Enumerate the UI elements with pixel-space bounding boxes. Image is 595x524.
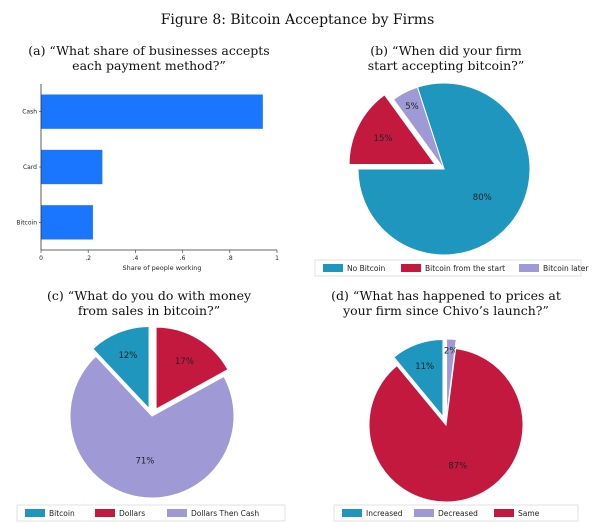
legend-box: [16, 504, 286, 522]
y-tick-label: Card: [23, 164, 37, 171]
pie-slice-increased: [393, 339, 444, 418]
pie-value-label: 12%: [118, 351, 137, 361]
legend-d: Increased Decreased Same: [333, 504, 579, 522]
panel-c: (c) “What do you do with money from sale…: [16, 288, 286, 522]
panel-a: (a) “What share of businesses accepts ea…: [16, 43, 279, 272]
legend-box: [314, 259, 582, 277]
legend-label: Decreased: [438, 509, 478, 518]
panel-a-title-line-1: (a) “What share of businesses accepts: [28, 43, 269, 58]
figure-title: Figure 8: Bitcoin Acceptance by Firms: [161, 12, 435, 28]
pie-slice-decreased: [446, 338, 457, 417]
pie-value-label: 71%: [135, 457, 154, 467]
x-tick-label: 1: [275, 255, 279, 262]
legend-label: Bitcoin: [49, 509, 75, 518]
pie-slice-same: [368, 348, 524, 503]
pie-value-label: 5%: [405, 102, 419, 112]
x-tick-label: .4: [133, 255, 139, 262]
legend-b: No Bitcoin Bitcoin from the start Bitcoin …: [314, 259, 589, 277]
y-tick-label: Cash: [22, 109, 37, 116]
bar-cash: [41, 94, 263, 129]
pie-chart-d: 11% 2% 87%: [368, 338, 524, 503]
panel-d-title-line-2: your firm since Chivo’s launch?”: [342, 303, 549, 318]
legend-swatch: [167, 509, 187, 517]
x-tick-label: .6: [180, 255, 186, 262]
legend-box: [333, 504, 579, 522]
legend-swatch: [494, 509, 514, 517]
x-tick-label: 0: [39, 255, 43, 262]
legend-label: Dollars Then Cash: [191, 509, 259, 518]
legend-label: Increased: [366, 509, 403, 518]
x-tick-label: .2: [85, 255, 91, 262]
legend-swatch: [519, 264, 539, 272]
legend-label: No Bitcoin: [347, 264, 386, 273]
legend-label: Dollars: [119, 509, 145, 518]
legend-swatch: [342, 509, 362, 517]
x-tick-label: .8: [227, 255, 233, 262]
panel-b-title-line-1: (b) “When did your firm: [370, 43, 522, 58]
panel-a-title-line-2: each payment method?”: [72, 58, 226, 73]
bar-chart: Cash Card Bitcoin 0 .2 .4 .6 .8 1: [16, 84, 279, 262]
pie-value-label: 87%: [448, 462, 467, 472]
bar-card: [41, 149, 103, 185]
legend-label: Bitcoin from the start: [425, 264, 505, 273]
pie-slice-bitcoin-from-the-start: [348, 94, 437, 165]
legend-label: Bitcoin later: [543, 264, 589, 273]
pie-slice-dollars-then-cash: [69, 355, 235, 499]
legend-swatch: [323, 264, 343, 272]
pie-value-label: 2%: [444, 347, 458, 357]
pie-value-label: 11%: [415, 362, 434, 372]
pie-chart-c: 12% 17% 71%: [69, 326, 235, 499]
legend-swatch: [25, 509, 45, 517]
pie-slice-bitcoin: [92, 326, 150, 410]
pie-slice-dollars: [155, 326, 229, 410]
legend-swatch: [401, 264, 421, 272]
pie-slice-bitcoin-later: [392, 86, 445, 170]
legend-c: Bitcoin Dollars Dollars Then Cash: [16, 504, 286, 522]
panel-c-title-line-1: (c) “What do you do with money: [47, 288, 252, 303]
pie-value-label: 17%: [175, 357, 194, 367]
y-tick-label: Bitcoin: [16, 219, 37, 226]
legend-label: Same: [518, 509, 540, 518]
legend-swatch: [95, 509, 115, 517]
pie-chart-b: 80% 15% 5%: [348, 82, 531, 256]
panel-b-title-line-2: start accepting bitcoin?”: [368, 58, 524, 73]
panel-d: (d) “What has happened to prices at your…: [331, 288, 579, 522]
panel-b: (b) “When did your firm start accepting …: [314, 43, 589, 277]
legend-swatch: [414, 509, 434, 517]
panel-d-title-line-1: (d) “What has happened to prices at: [331, 288, 561, 303]
bar-bitcoin: [41, 205, 93, 240]
pie-value-label: 15%: [374, 134, 393, 144]
x-axis-label: Share of people working: [122, 264, 201, 272]
pie-value-label: 80%: [473, 193, 492, 203]
panel-c-title-line-2: from sales in bitcoin?”: [78, 303, 220, 318]
